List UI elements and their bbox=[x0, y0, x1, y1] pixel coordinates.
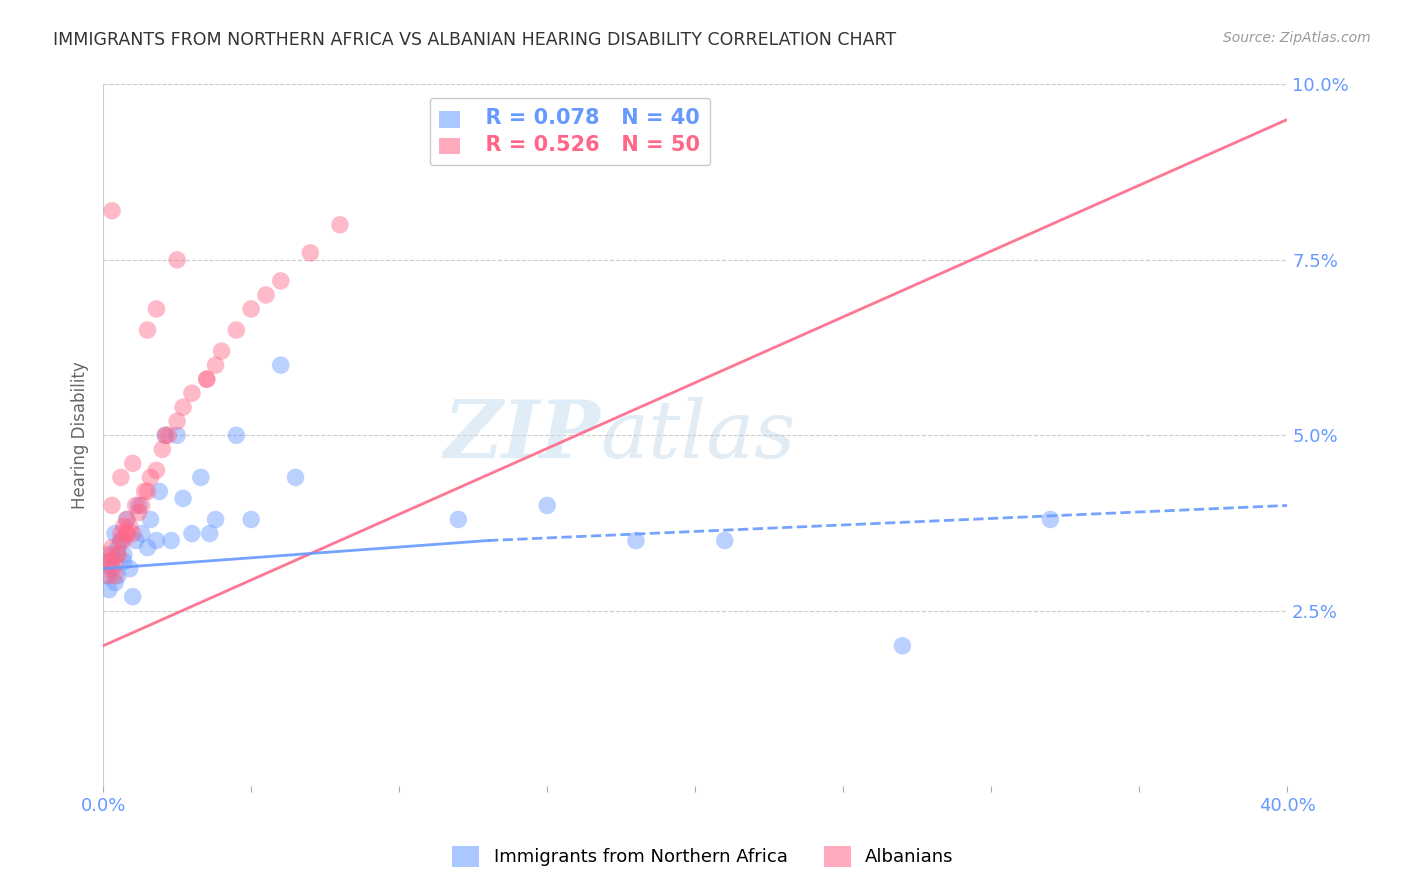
Point bbox=[198, 526, 221, 541]
Point bbox=[148, 484, 170, 499]
Point bbox=[204, 358, 226, 372]
Point bbox=[94, 568, 117, 582]
Point bbox=[94, 548, 117, 562]
Point bbox=[112, 548, 135, 562]
Point bbox=[136, 484, 159, 499]
Point bbox=[284, 470, 307, 484]
Point bbox=[98, 555, 121, 569]
Point bbox=[225, 323, 247, 337]
Point bbox=[240, 301, 263, 316]
Point bbox=[104, 526, 127, 541]
Point bbox=[166, 428, 188, 442]
Point bbox=[121, 590, 143, 604]
Point bbox=[101, 561, 124, 575]
Point bbox=[131, 526, 153, 541]
Point bbox=[270, 358, 292, 372]
Point bbox=[181, 526, 204, 541]
Point bbox=[447, 512, 470, 526]
Legend:   R = 0.078   N = 40,   R = 0.526   N = 50: R = 0.078 N = 40, R = 0.526 N = 50 bbox=[430, 98, 710, 165]
Point bbox=[107, 541, 129, 555]
Legend: Immigrants from Northern Africa, Albanians: Immigrants from Northern Africa, Albania… bbox=[446, 838, 960, 874]
Point bbox=[160, 533, 183, 548]
Point bbox=[139, 470, 162, 484]
Point bbox=[150, 442, 173, 457]
Point bbox=[115, 512, 138, 526]
Point bbox=[101, 541, 124, 555]
Point bbox=[240, 512, 263, 526]
Point bbox=[181, 386, 204, 401]
Point bbox=[139, 512, 162, 526]
Point bbox=[115, 512, 138, 526]
Text: Source: ZipAtlas.com: Source: ZipAtlas.com bbox=[1223, 31, 1371, 45]
Point bbox=[112, 533, 135, 548]
Point bbox=[107, 548, 129, 562]
Point bbox=[112, 519, 135, 533]
Text: ZIP: ZIP bbox=[443, 397, 600, 474]
Point bbox=[299, 245, 322, 260]
Point bbox=[891, 639, 914, 653]
Point bbox=[101, 203, 124, 218]
Text: IMMIGRANTS FROM NORTHERN AFRICA VS ALBANIAN HEARING DISABILITY CORRELATION CHART: IMMIGRANTS FROM NORTHERN AFRICA VS ALBAN… bbox=[53, 31, 897, 49]
Point bbox=[195, 372, 218, 386]
Point bbox=[125, 499, 148, 513]
Point bbox=[107, 548, 129, 562]
Point bbox=[172, 491, 194, 506]
Point bbox=[101, 548, 124, 562]
Point bbox=[115, 526, 138, 541]
Point bbox=[136, 541, 159, 555]
Point bbox=[225, 428, 247, 442]
Point bbox=[166, 252, 188, 267]
Point bbox=[112, 555, 135, 569]
Point bbox=[145, 463, 167, 477]
Point bbox=[172, 401, 194, 415]
Point bbox=[98, 555, 121, 569]
Point bbox=[104, 555, 127, 569]
Point bbox=[94, 555, 117, 569]
Point bbox=[107, 568, 129, 582]
Point bbox=[1039, 512, 1062, 526]
Point bbox=[190, 470, 212, 484]
Point bbox=[254, 288, 277, 302]
Point bbox=[128, 506, 150, 520]
Point bbox=[98, 582, 121, 597]
Point bbox=[121, 456, 143, 470]
Point bbox=[104, 568, 127, 582]
Point bbox=[101, 561, 124, 575]
Point bbox=[121, 526, 143, 541]
Point bbox=[110, 533, 132, 548]
Y-axis label: Hearing Disability: Hearing Disability bbox=[72, 361, 89, 509]
Point bbox=[131, 499, 153, 513]
Point bbox=[104, 575, 127, 590]
Point bbox=[101, 499, 124, 513]
Point bbox=[134, 484, 156, 499]
Point bbox=[536, 499, 558, 513]
Point bbox=[211, 344, 233, 359]
Point bbox=[128, 499, 150, 513]
Point bbox=[145, 533, 167, 548]
Point bbox=[118, 561, 141, 575]
Point bbox=[118, 519, 141, 533]
Point bbox=[98, 568, 121, 582]
Point bbox=[195, 372, 218, 386]
Point bbox=[110, 470, 132, 484]
Point bbox=[145, 301, 167, 316]
Point bbox=[536, 112, 558, 127]
Point bbox=[204, 512, 226, 526]
Point bbox=[155, 428, 177, 442]
Point bbox=[157, 428, 180, 442]
Point bbox=[155, 428, 177, 442]
Point bbox=[115, 526, 138, 541]
Text: atlas: atlas bbox=[600, 397, 796, 474]
Point bbox=[125, 533, 148, 548]
Point bbox=[270, 274, 292, 288]
Point bbox=[166, 414, 188, 428]
Point bbox=[136, 323, 159, 337]
Point bbox=[713, 533, 735, 548]
Point bbox=[110, 533, 132, 548]
Point bbox=[329, 218, 352, 232]
Point bbox=[624, 533, 647, 548]
Point bbox=[110, 526, 132, 541]
